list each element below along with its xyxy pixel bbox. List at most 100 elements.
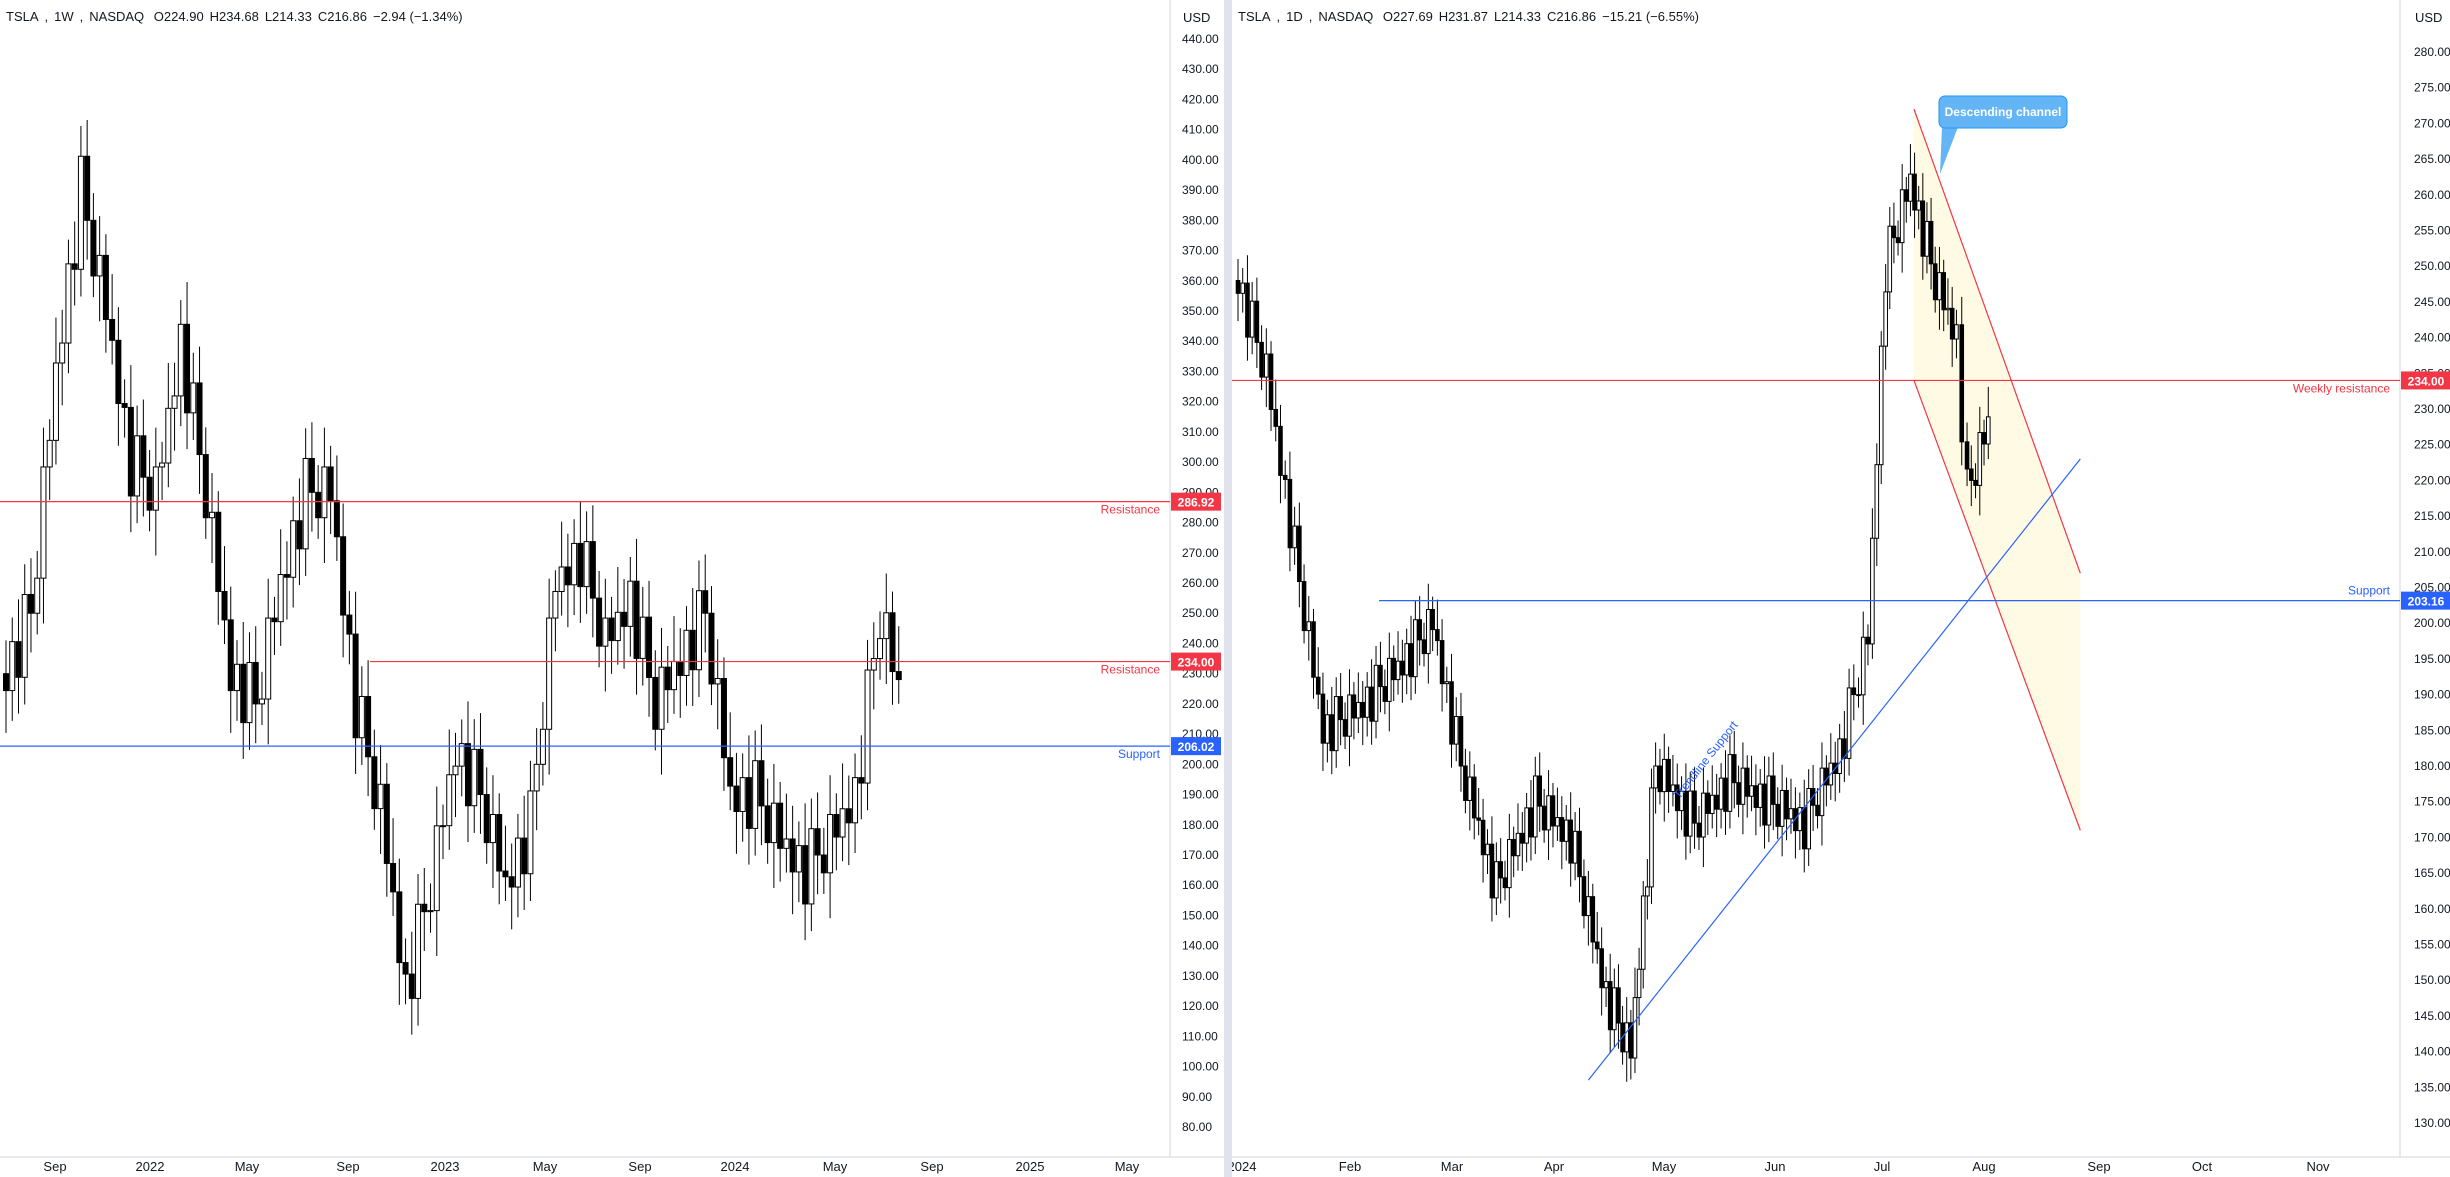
candle-down (1912, 173, 1917, 211)
price-badge-text: 203.16 (2408, 595, 2445, 609)
price-tick-label: 390.00 (1182, 183, 1219, 197)
candle-down (1969, 468, 1974, 481)
candle-up (1325, 714, 1330, 744)
candle-down (1235, 279, 1241, 294)
candle-up (1977, 432, 1983, 486)
candle-down (1400, 660, 1405, 676)
candle-down (1903, 189, 1909, 202)
price-tick-label: 340.00 (1182, 334, 1219, 348)
price-tick-label: 240.00 (1182, 636, 1219, 650)
price-tick-label: 270.00 (2414, 116, 2450, 130)
candle-down (708, 612, 715, 685)
candle-down (252, 661, 259, 705)
time-tick-label: Sep (43, 1159, 66, 1174)
change-value: −2.94 (−1.34%) (372, 9, 463, 24)
candle-up (558, 566, 565, 592)
price-tick-label: 215.00 (2414, 509, 2450, 523)
candle-up (1292, 525, 1297, 549)
candle-down (521, 837, 528, 875)
candle-up (1645, 886, 1650, 897)
candle-up (827, 814, 834, 874)
candle-up (1364, 686, 1370, 718)
candle-down (1378, 664, 1383, 688)
candle-up (1985, 416, 1991, 445)
candle-down (764, 805, 771, 844)
candle-down (1537, 775, 1543, 807)
price-tick-label: 180.00 (1182, 818, 1219, 832)
candle-down (1607, 981, 1613, 1031)
candle-down (296, 520, 303, 550)
candle-down (90, 219, 97, 277)
candle-up (1572, 830, 1578, 864)
price-badge (1171, 652, 1221, 671)
candle-up (808, 828, 815, 905)
candle-down (1254, 300, 1260, 343)
candle-up (171, 395, 178, 409)
time-tick-label: 2024 (721, 1159, 750, 1174)
candle-down (652, 676, 659, 730)
time-tick-label: 2022 (136, 1159, 165, 1174)
candle-down (1964, 441, 1970, 470)
price-badge-text: 206.02 (1178, 740, 1215, 754)
candle-down (383, 783, 390, 864)
candle-up (446, 774, 453, 827)
close-value: C216.86 (317, 9, 367, 24)
weekly-chart-pane[interactable]: TSLA, 1W, NASDAQ O224.90 H234.68 L214.33 C216… (0, 0, 1224, 1177)
candle-down (227, 619, 234, 692)
price-tick-label: 280.00 (1182, 516, 1219, 530)
channel-fill (1913, 109, 2081, 831)
price-tick-label: 185.00 (2414, 723, 2450, 737)
candle-up (1653, 765, 1658, 789)
candle-up (277, 574, 284, 623)
price-badge-text: 234.00 (2408, 374, 2445, 388)
candle-down (196, 382, 203, 456)
candle-up (1555, 817, 1560, 827)
candle-down (1981, 432, 1987, 445)
time-tick-label: Jul (1874, 1159, 1891, 1174)
candle-up (21, 593, 28, 678)
time-tick-label: Oct (2192, 1159, 2213, 1174)
price-tick-label: 430.00 (1182, 62, 1219, 76)
price-tick-label: 165.00 (2414, 866, 2450, 880)
candle-down (1259, 341, 1264, 378)
candle-up (427, 910, 434, 913)
candle-down (1541, 805, 1547, 831)
pane-divider[interactable] (1224, 0, 1232, 1177)
candle-up (1356, 701, 1361, 719)
price-tick-label: 220.00 (1182, 697, 1219, 711)
candle-down (596, 597, 603, 647)
price-tick-label: 360.00 (1182, 274, 1219, 288)
candle-down (1744, 767, 1750, 797)
low-value: L214.33 (264, 9, 312, 24)
candle-down (1683, 790, 1689, 837)
candle-down (271, 617, 278, 623)
time-tick-label: May (1115, 1159, 1140, 1174)
price-tick-label: 280.00 (2414, 45, 2450, 59)
candle-up (9, 641, 16, 692)
candle-down (1439, 640, 1445, 685)
daily-chart-svg[interactable]: 130.00 135.00 140.00 145.00 150.00 155.00 160.… (1232, 0, 2450, 1177)
candle-up (770, 802, 777, 844)
candle-up (1603, 981, 1609, 989)
symbol: TSLA (6, 9, 39, 24)
candle-down (1489, 843, 1495, 899)
candle-down (646, 616, 653, 678)
candle-down (1311, 621, 1316, 678)
candle-up (1899, 189, 1905, 244)
price-badge (2401, 371, 2450, 390)
price-tick-label: 195.00 (2414, 652, 2450, 666)
daily-chart-pane[interactable]: TSLA, 1D, NASDAQ O227.69 H231.87 L214.33 C216… (1232, 0, 2450, 1177)
time-tick-label: Mar (1441, 1159, 1464, 1174)
price-badge (2401, 591, 2450, 610)
weekly-chart-svg[interactable]: 80.00 90.00 100.00 110.00 120.00 130.00 140.00… (0, 0, 1224, 1177)
candle-up (1670, 784, 1676, 792)
candle-up (1386, 657, 1392, 702)
candle-down (240, 663, 247, 724)
price-tick-label: 160.00 (1182, 878, 1219, 892)
time-tick-label: May (235, 1159, 260, 1174)
price-tick-label: 265.00 (2414, 152, 2450, 166)
candle-up (571, 542, 578, 586)
candle-up (839, 808, 846, 838)
candle-down (895, 671, 902, 681)
candle-down (496, 814, 503, 872)
